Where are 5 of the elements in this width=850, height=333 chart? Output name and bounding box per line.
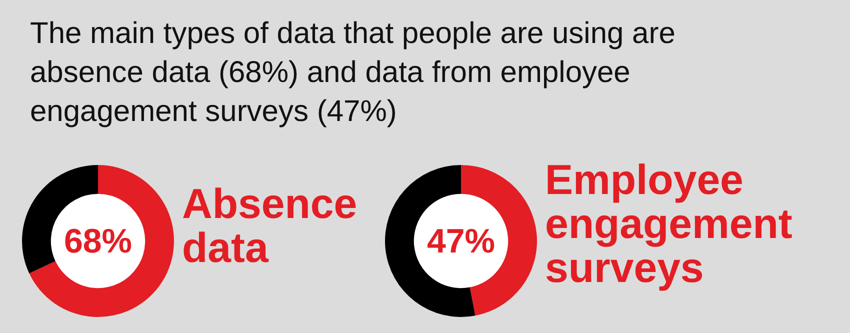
slice-label: Absence data bbox=[182, 180, 358, 271]
data-label: 68% bbox=[64, 222, 132, 260]
chart-title: The main types of data that people are using are absence data (68%) and data from employee engagement surveys (47%) bbox=[30, 16, 676, 130]
slice-label: Employee engagement surveys bbox=[545, 156, 794, 291]
data-label: 47% bbox=[426, 222, 496, 260]
